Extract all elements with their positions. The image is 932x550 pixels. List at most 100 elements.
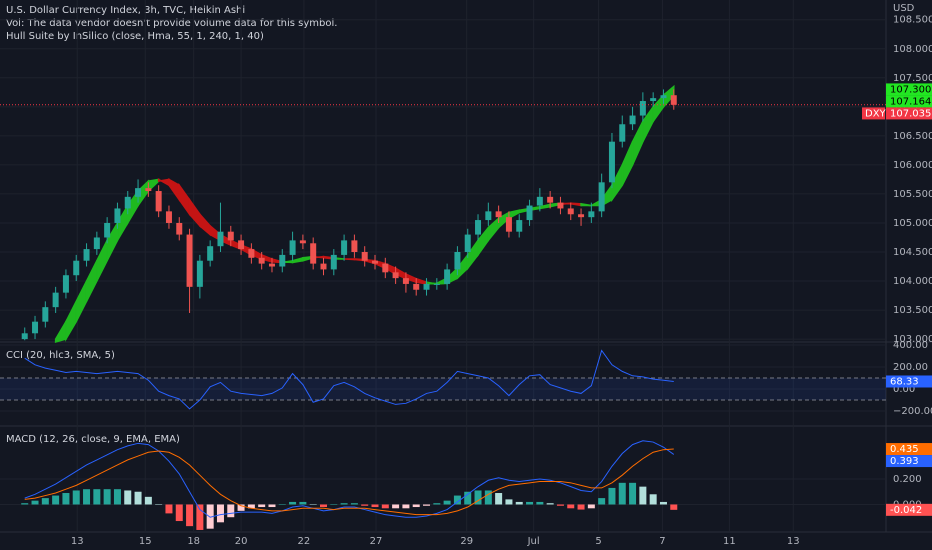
- price-label: -0.042: [890, 505, 922, 516]
- candle-body: [547, 196, 554, 203]
- candle-body: [310, 243, 317, 264]
- histogram-bar: [649, 494, 657, 505]
- y-tick-label: 105.000: [893, 218, 932, 229]
- hull-band: [178, 182, 191, 217]
- y-tick-label: 108.000: [893, 44, 932, 55]
- candle-body: [629, 115, 636, 125]
- candle-body: [114, 208, 121, 223]
- histogram-bar: [72, 490, 80, 505]
- candle-body: [650, 98, 657, 102]
- hull-band: [631, 121, 644, 166]
- candle-body: [124, 196, 131, 209]
- hull-band: [580, 202, 592, 207]
- hull-band: [199, 212, 211, 237]
- y-tick-label: 106.000: [893, 160, 932, 171]
- histogram-bar: [433, 503, 441, 505]
- candle-body: [104, 222, 111, 238]
- candle-body: [536, 196, 543, 206]
- candle-body: [361, 252, 368, 261]
- candle-body: [526, 205, 533, 221]
- histogram-bar: [93, 489, 101, 505]
- macd-line: [24, 440, 675, 518]
- indicator-title: Hull Suite by InSilico (close, Hma, 55, …: [6, 31, 264, 42]
- histogram-bar: [175, 504, 183, 522]
- histogram-bar: [41, 498, 49, 505]
- price-label: 68.33: [890, 376, 919, 387]
- signal-line: [24, 448, 674, 516]
- price-label-box: [886, 95, 932, 108]
- candle-body: [93, 237, 100, 250]
- histogram-bar: [495, 493, 503, 505]
- price-label-box: [886, 443, 932, 456]
- candle-body: [83, 249, 90, 261]
- histogram-bar: [402, 504, 410, 509]
- histogram-bar: [299, 501, 307, 505]
- candle-body: [464, 234, 471, 252]
- candle-body: [62, 275, 69, 293]
- histogram-bar: [567, 504, 575, 509]
- histogram-bar: [505, 499, 513, 505]
- candle-body: [299, 240, 306, 244]
- indicator-title: MACD (12, 26, close, 9, EMA, EMA): [6, 434, 180, 445]
- candle-body: [485, 211, 492, 221]
- hull-band: [487, 216, 500, 243]
- candle-body: [330, 254, 337, 270]
- candle-body: [207, 246, 214, 261]
- candle-body: [516, 220, 523, 232]
- price-label-box: [886, 83, 932, 96]
- candle-body: [248, 249, 255, 258]
- histogram-bar: [196, 504, 204, 530]
- price-label: 107.035: [890, 108, 931, 119]
- histogram-bar: [464, 491, 472, 505]
- y-tick-label: 104.500: [893, 247, 932, 258]
- x-tick-label: 29: [460, 536, 473, 547]
- chart-subtitle: Vol: The data vendor doesn't provide vol…: [6, 18, 337, 29]
- histogram-bar: [144, 496, 152, 505]
- histogram-bar: [350, 503, 358, 505]
- candle-body: [619, 124, 626, 142]
- indicator-title: CCI (20, hlc3, SMA, 5): [6, 350, 115, 361]
- hull-band: [569, 202, 582, 207]
- candle-body: [660, 95, 667, 99]
- histogram-bar: [124, 490, 132, 505]
- histogram-bar: [21, 503, 29, 505]
- x-tick-label: 5: [595, 536, 601, 547]
- candle-body: [423, 283, 430, 290]
- histogram-bar: [186, 504, 194, 527]
- symbol-box: [862, 107, 885, 120]
- histogram-bar: [278, 504, 286, 505]
- histogram-bar: [629, 482, 637, 505]
- histogram-bar: [206, 504, 214, 529]
- candle-body: [557, 202, 564, 209]
- histogram-bar: [134, 491, 142, 505]
- histogram-bar: [453, 495, 461, 505]
- y-tick-label: 200.00: [893, 362, 928, 373]
- candle-body: [341, 240, 348, 255]
- histogram-bar: [361, 504, 369, 506]
- candle-body: [444, 269, 451, 284]
- candle-body: [21, 333, 28, 340]
- y-tick-label: 108.500: [893, 15, 932, 26]
- price-label: 107.300: [890, 84, 931, 95]
- cci-line: [24, 349, 674, 410]
- candle-body: [413, 283, 420, 290]
- histogram-bar: [659, 501, 667, 505]
- price-label: 0.435: [890, 444, 919, 455]
- candle-body: [42, 307, 49, 322]
- histogram-bar: [289, 501, 297, 505]
- histogram-bar: [52, 495, 60, 505]
- candle-body: [52, 292, 59, 308]
- hull-band: [157, 178, 170, 187]
- currency-label: USD: [893, 3, 915, 14]
- x-tick-label: 27: [370, 536, 383, 547]
- candle-body: [382, 263, 389, 273]
- y-tick-label: 0.00: [893, 384, 915, 395]
- x-tick-label: 13: [71, 536, 84, 547]
- x-tick-label: 15: [139, 536, 152, 547]
- histogram-bar: [526, 501, 534, 505]
- hull-band: [425, 281, 438, 285]
- histogram-bar: [83, 489, 91, 505]
- candle-body: [639, 101, 646, 116]
- histogram-bar: [392, 504, 400, 509]
